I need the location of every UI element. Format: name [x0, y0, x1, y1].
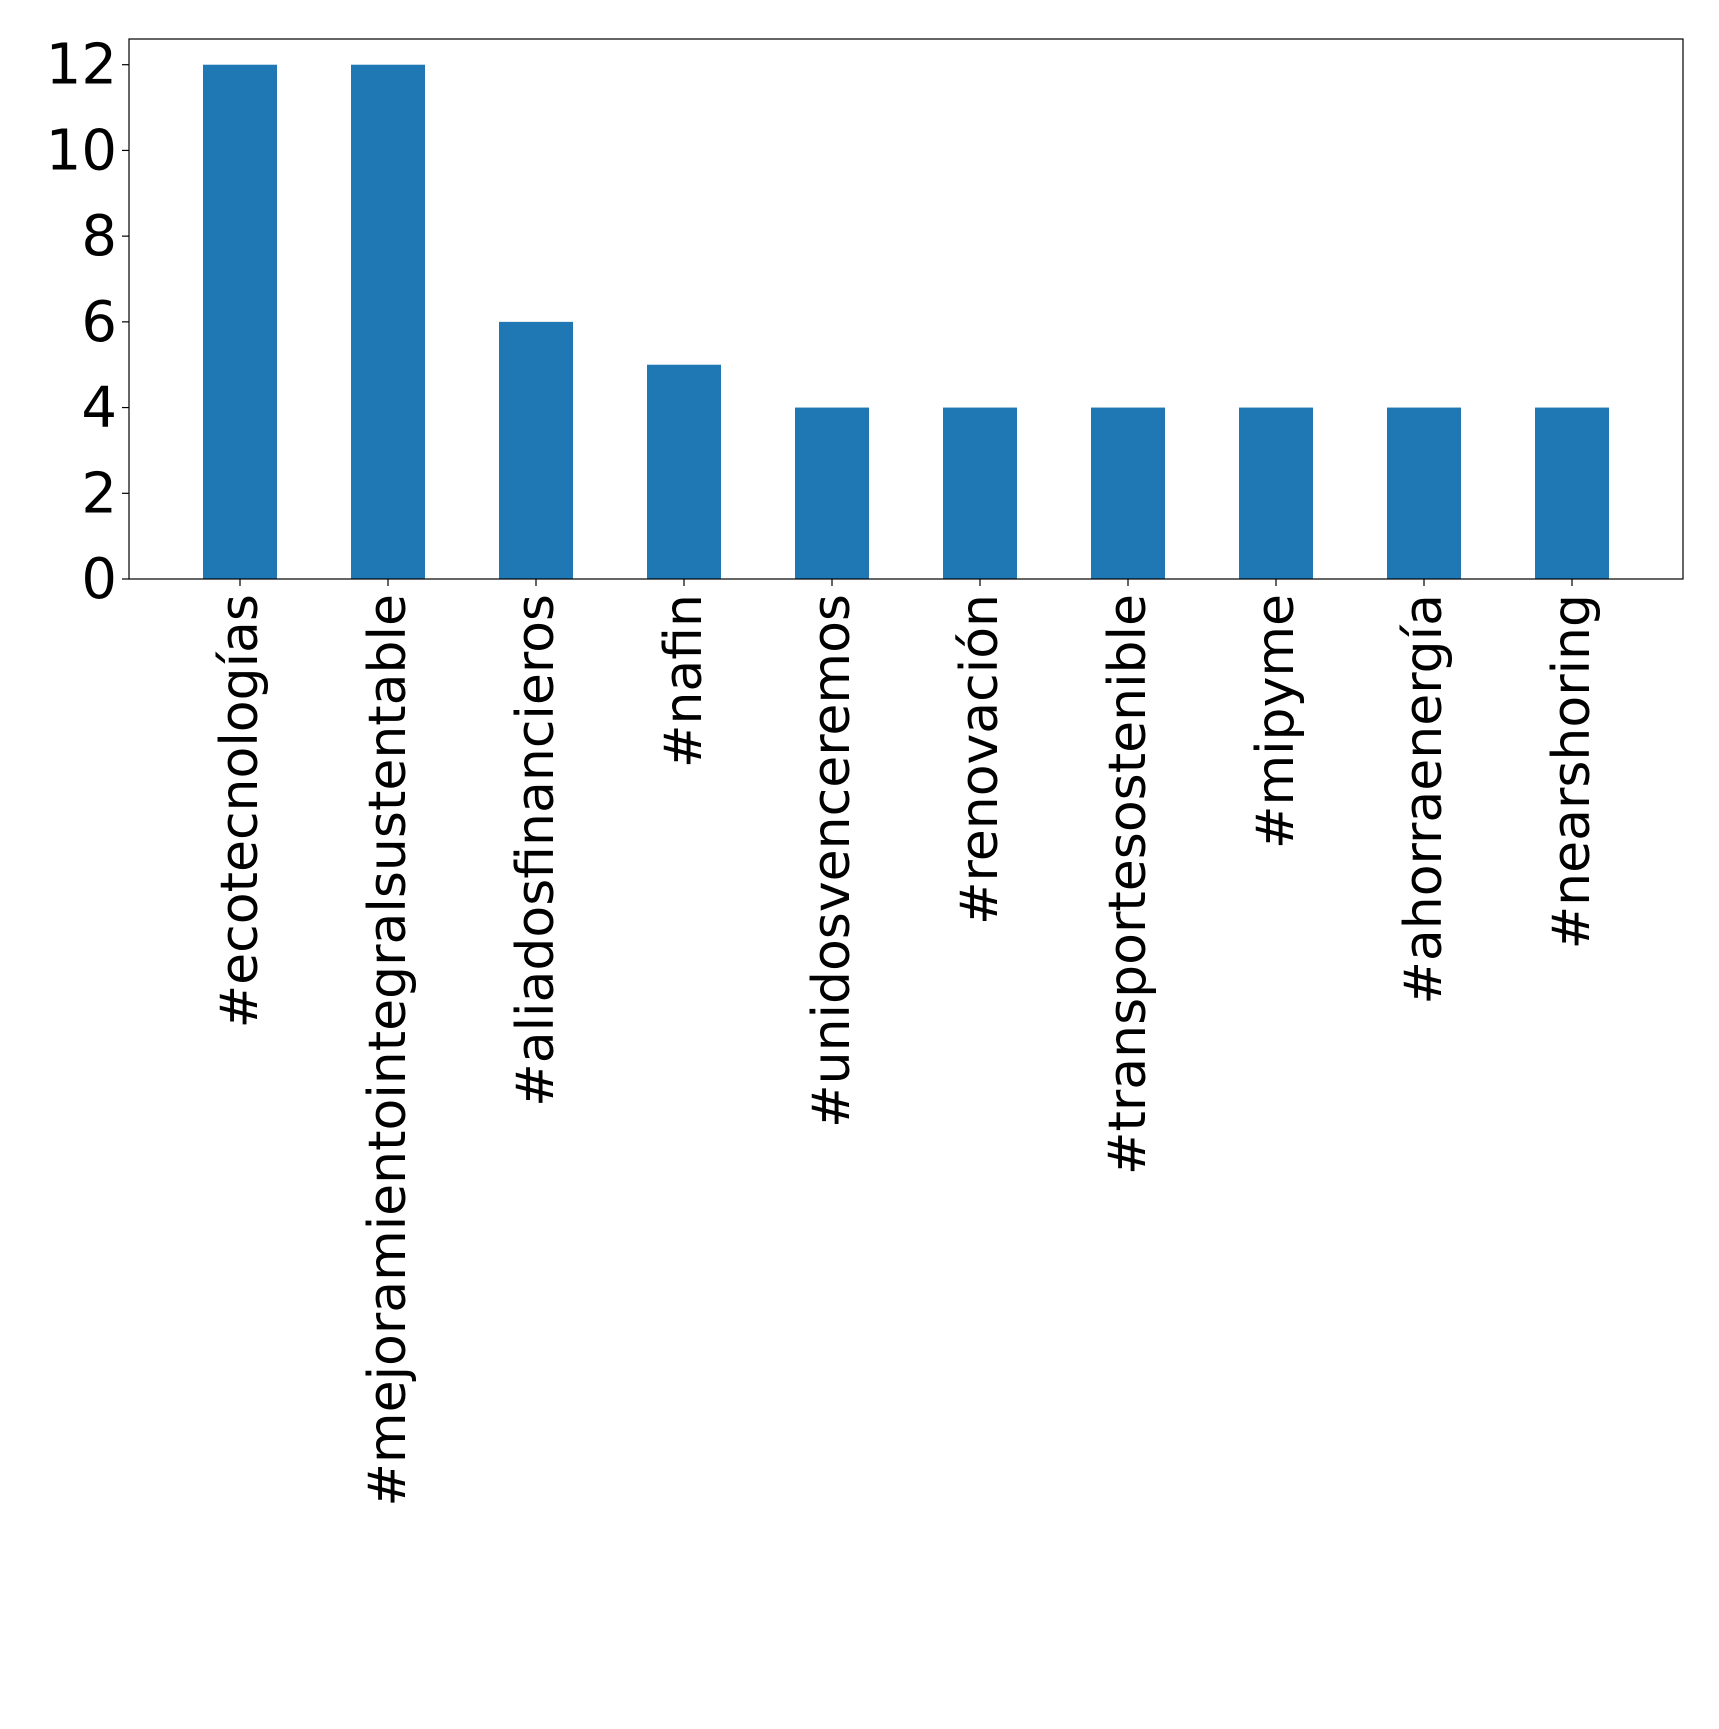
- x-tick-label-2: #aliadosfinancieros: [506, 594, 566, 1107]
- x-tick-label-8: #ahorraenergía: [1394, 594, 1454, 1005]
- x-tick-label-4: #unidosvenceremos: [802, 594, 862, 1128]
- x-tick-label-7: #mipyme: [1246, 594, 1306, 849]
- x-tick-label-6: #transportesostenible: [1098, 594, 1158, 1175]
- bar-5: [943, 407, 1017, 579]
- x-tick-label-1: #mejoramientointegralsustentable: [358, 594, 418, 1507]
- bar-2: [499, 321, 573, 579]
- bar-9: [1535, 407, 1609, 579]
- bar-0: [203, 64, 277, 579]
- x-tick-label-0: #ecotecnologías: [210, 594, 270, 1028]
- x-tick-label-9: #nearshoring: [1542, 594, 1602, 949]
- y-tick-label-4: 8: [81, 204, 117, 269]
- bar-4: [795, 407, 869, 579]
- y-tick-label-3: 6: [81, 290, 117, 355]
- y-axis: 0 2 4 6 8 10 12: [46, 33, 129, 612]
- bar-6: [1091, 407, 1165, 579]
- y-tick-label-2: 4: [81, 376, 117, 441]
- y-tick-label-0: 0: [81, 547, 117, 612]
- y-tick-label-6: 12: [46, 33, 117, 98]
- bars-layer: [203, 64, 1609, 579]
- x-tick-label-3: #nafin: [654, 594, 714, 768]
- bar-1: [351, 64, 425, 579]
- plot-frame: [128, 38, 1684, 580]
- x-axis: #ecotecnologías #mejoramientointegralsust…: [210, 579, 1602, 1507]
- y-tick-label-1: 2: [81, 461, 117, 526]
- bar-7: [1239, 407, 1313, 579]
- bar-3: [647, 364, 721, 579]
- y-tick-label-5: 10: [46, 118, 117, 183]
- x-tick-label-5: #renovación: [950, 594, 1010, 925]
- bar-8: [1387, 407, 1461, 579]
